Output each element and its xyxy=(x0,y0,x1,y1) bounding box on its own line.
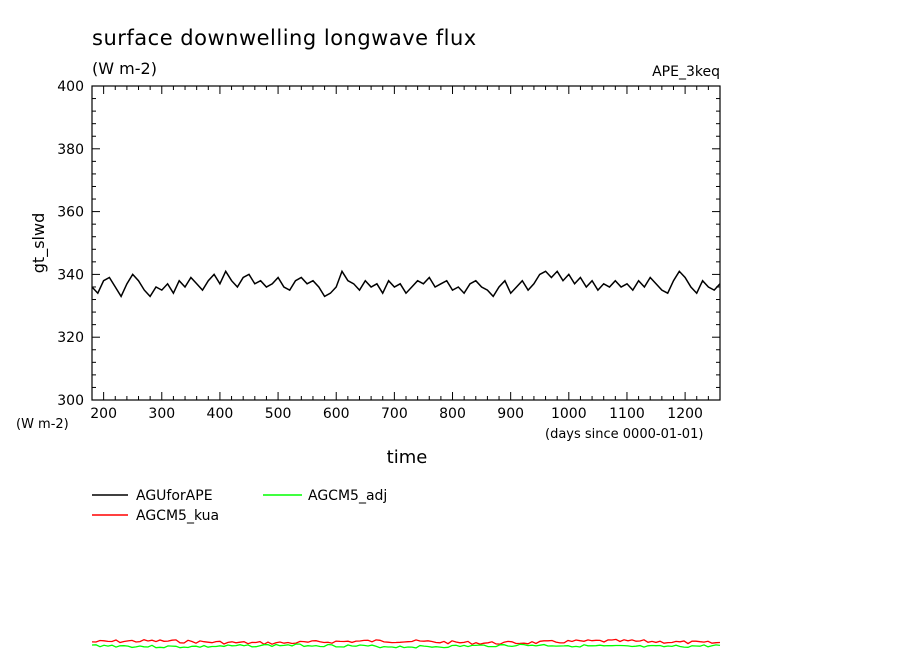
y-tick-label: 300 xyxy=(57,393,84,409)
x-tick-label: 900 xyxy=(497,406,524,422)
y-tick-label: 320 xyxy=(57,330,84,346)
legend-label-agufor-ape: AGUforAPE xyxy=(136,488,213,504)
experiment-label: APE_3keq xyxy=(652,64,720,80)
series-line-0 xyxy=(91,269,721,298)
y-tick-labels: 300 320 340 360 380 400 xyxy=(57,79,84,409)
axis-ticks xyxy=(91,85,721,401)
chart-title: surface downwelling longwave flux xyxy=(92,26,477,50)
x-tick-label: 300 xyxy=(148,406,175,422)
x-tick-label: 800 xyxy=(439,406,466,422)
x-tick-label: 200 xyxy=(90,406,117,422)
y-axis-units: (W m-2) xyxy=(16,417,69,432)
y-tick-label: 360 xyxy=(57,205,84,221)
series-lines xyxy=(91,269,721,298)
x-tick-label: 400 xyxy=(207,406,234,422)
y-tick-label: 400 xyxy=(57,79,84,95)
x-tick-label: 700 xyxy=(381,406,408,422)
x-axis-units: (days since 0000-01-01) xyxy=(545,427,703,442)
y-tick-label: 380 xyxy=(57,142,84,158)
x-tick-label: 600 xyxy=(323,406,350,422)
plot-frame xyxy=(91,85,721,401)
x-tick-label: 500 xyxy=(265,406,292,422)
y-tick-label: 340 xyxy=(57,267,84,283)
bottom-trace-green xyxy=(91,643,721,649)
legend-label-agcm5-adj: AGCM5_adj xyxy=(308,488,387,504)
x-tick-labels: 200 300 400 500 600 700 800 900 1000 1100 1200 xyxy=(90,406,703,422)
x-axis-label: time xyxy=(387,447,428,468)
x-tick-label: 1100 xyxy=(609,406,645,422)
legend-label-agcm5-kua: AGCM5_kua xyxy=(136,508,219,524)
x-tick-label: 1000 xyxy=(551,406,587,422)
y-axis-label: gt_slwd xyxy=(29,213,49,273)
x-tick-label: 1200 xyxy=(667,406,703,422)
title-units: (W m-2) xyxy=(92,59,157,78)
legend: AGUforAPE AGCM5_kua AGCM5_adj xyxy=(92,488,387,524)
bottom-trace-red xyxy=(91,638,721,646)
